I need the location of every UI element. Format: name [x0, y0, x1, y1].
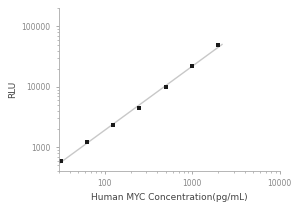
Point [84, 141, 89, 144]
Point [164, 85, 168, 88]
X-axis label: Human MYC Concentration(pg/mL): Human MYC Concentration(pg/mL) [91, 193, 248, 202]
Point [111, 124, 116, 127]
Point [58, 159, 63, 162]
Point [216, 43, 221, 46]
Y-axis label: RLU: RLU [8, 81, 17, 98]
Point [137, 106, 142, 109]
Point [190, 64, 194, 68]
